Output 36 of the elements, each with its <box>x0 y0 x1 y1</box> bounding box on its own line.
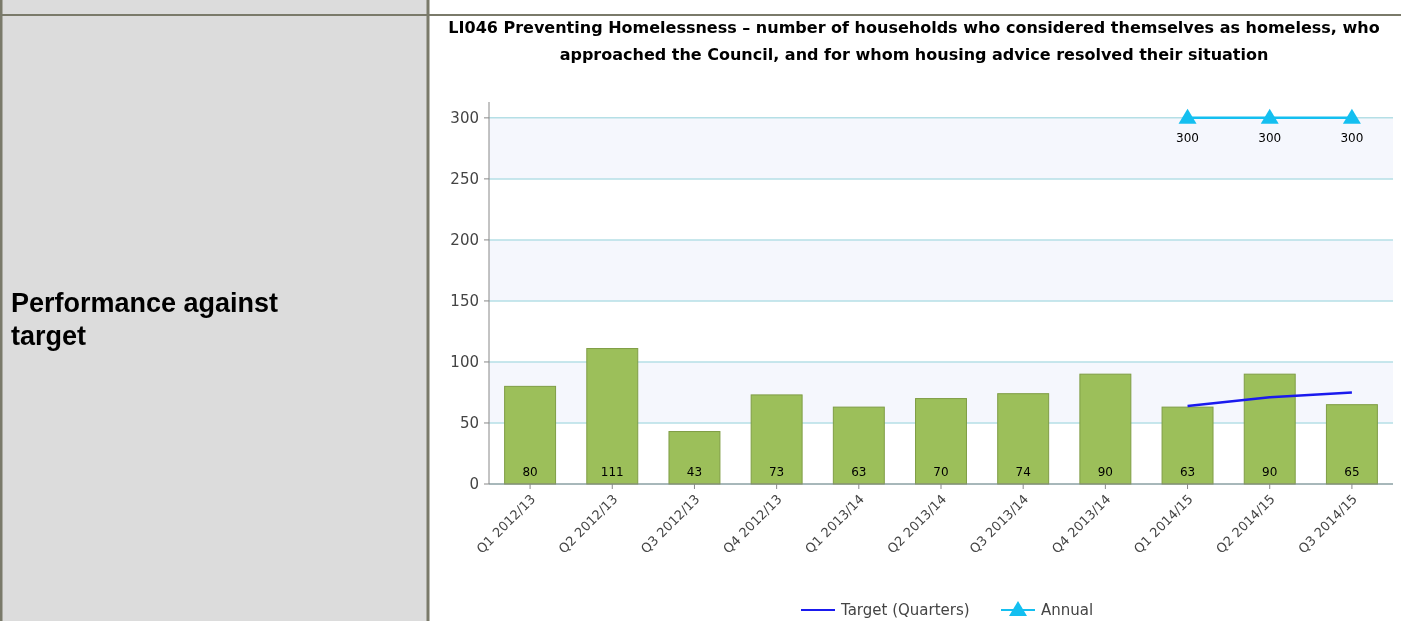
data-label: 300 <box>1176 130 1199 145</box>
data-label: 300 <box>1340 130 1364 145</box>
y-tick-label: 0 <box>469 475 479 494</box>
data-label: 73 <box>769 465 785 479</box>
y-tick-label: 100 <box>450 353 479 372</box>
bar <box>1243 373 1296 485</box>
data-label: 111 <box>600 465 624 479</box>
legend-label: Target (Quarters) <box>840 601 970 620</box>
chart-title: LI046 Preventing Homelessness – number of households who considered themselves as homeless, who approached the Council, and for whom housing advice resolved their situation <box>448 18 1380 64</box>
data-label: 63 <box>1179 465 1196 479</box>
bar <box>668 431 721 485</box>
bar <box>997 393 1050 485</box>
bar <box>915 398 967 485</box>
data-label: 63 <box>851 465 867 479</box>
y-tick-label: 50 <box>459 414 479 433</box>
data-label: 90 <box>1097 465 1113 479</box>
data-label: 80 <box>522 465 538 479</box>
bar <box>750 394 803 485</box>
data-label: 300 <box>1258 130 1282 145</box>
bar <box>1325 404 1378 485</box>
y-tick-label: 200 <box>450 231 479 250</box>
data-label: 70 <box>933 465 949 479</box>
data-label: 43 <box>686 465 703 479</box>
legend-label: Annual <box>1041 601 1094 620</box>
y-tick-label: 300 <box>450 109 479 128</box>
bar <box>1079 373 1132 485</box>
bar <box>1161 406 1214 485</box>
data-label: 74 <box>1015 465 1031 479</box>
text: Performance against target <box>11 288 279 351</box>
bar <box>586 348 639 485</box>
data-label: 90 <box>1262 465 1278 479</box>
y-tick-label: 250 <box>450 170 479 189</box>
y-tick-label: 150 <box>450 292 479 311</box>
data-label: 65 <box>1344 465 1360 479</box>
bar <box>832 406 885 485</box>
bar <box>504 385 557 485</box>
